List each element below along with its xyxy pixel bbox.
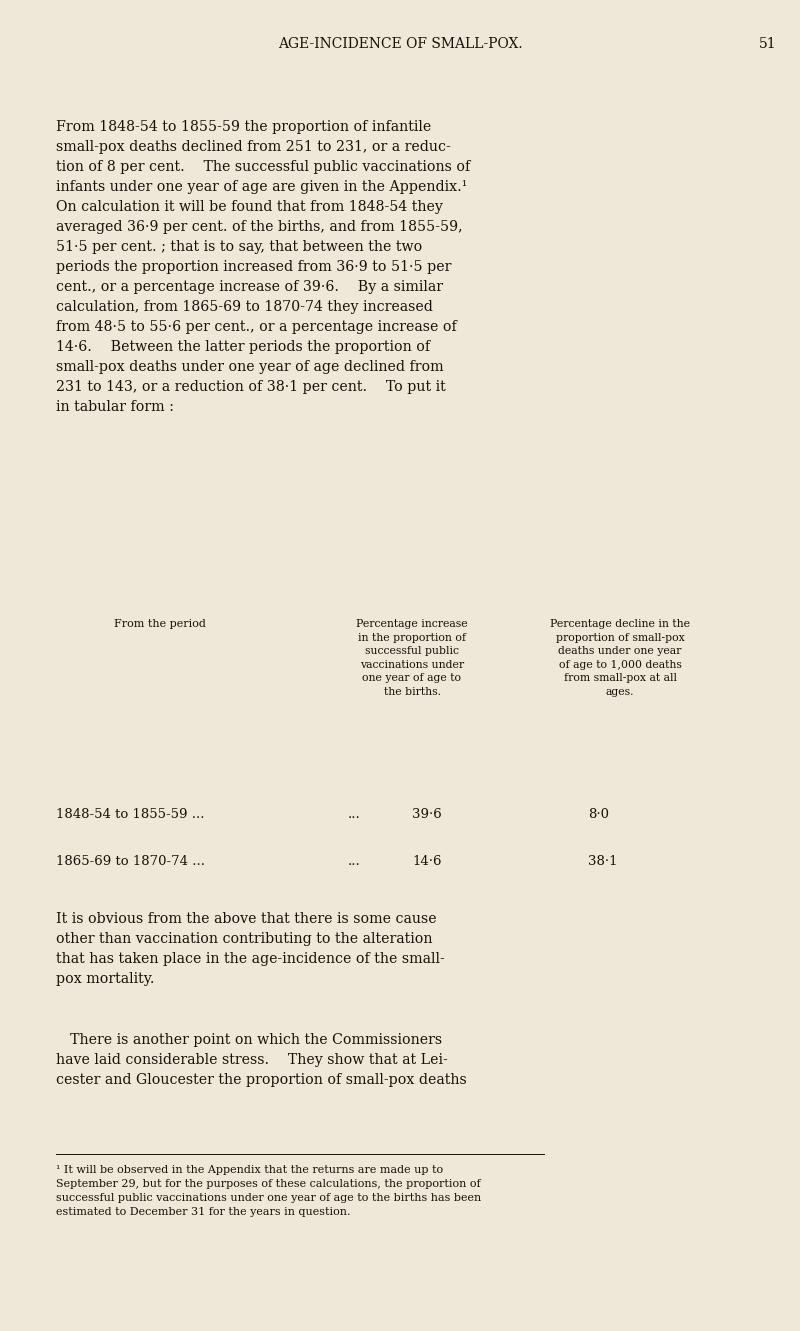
Text: It is obvious from the above that there is some cause
other than vaccination con: It is obvious from the above that there … [56,912,445,986]
Text: 14·6: 14·6 [412,855,442,868]
Text: There is another point on which the Commissioners
have laid considerable stress.: There is another point on which the Comm… [56,1033,466,1087]
Text: From the period: From the period [114,619,206,630]
Text: AGE-INCIDENCE OF SMALL-POX.: AGE-INCIDENCE OF SMALL-POX. [278,37,522,52]
Text: 1848-54 to 1855-59 ...: 1848-54 to 1855-59 ... [56,808,205,821]
Text: ...: ... [348,855,361,868]
Text: From 1848-54 to 1855-59 the proportion of infantile
small-pox deaths declined fr: From 1848-54 to 1855-59 the proportion o… [56,120,470,414]
Text: Percentage increase
in the proportion of
successful public
vaccinations under
on: Percentage increase in the proportion of… [356,619,468,697]
Text: 8·0: 8·0 [588,808,609,821]
Text: ...: ... [348,808,361,821]
Text: 1865-69 to 1870-74 ...: 1865-69 to 1870-74 ... [56,855,205,868]
Text: Percentage decline in the
proportion of small-pox
deaths under one year
of age t: Percentage decline in the proportion of … [550,619,690,697]
Text: 38·1: 38·1 [588,855,618,868]
Text: 51: 51 [758,37,776,52]
Text: ¹ It will be observed in the Appendix that the returns are made up to
September : ¹ It will be observed in the Appendix th… [56,1165,482,1217]
Text: 39·6: 39·6 [412,808,442,821]
